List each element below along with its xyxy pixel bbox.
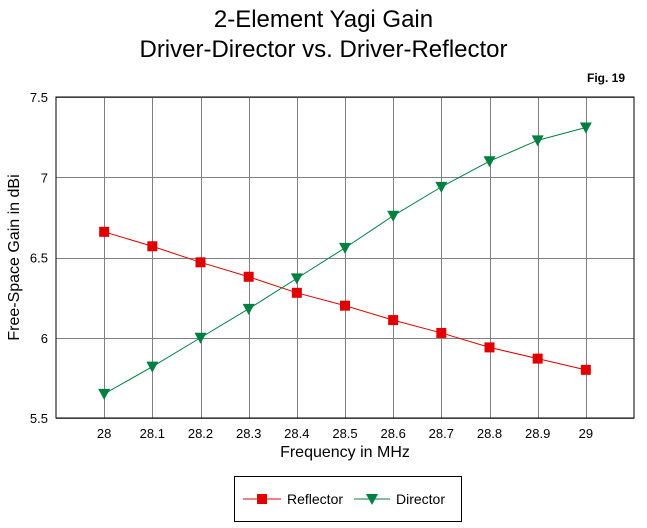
y-tick-label: 5.5: [30, 411, 48, 426]
x-tick-label: 29: [579, 426, 593, 441]
chart-title: 2-Element Yagi Gain: [213, 6, 434, 33]
series-layer: [98, 122, 592, 400]
x-tick-label: 28.7: [429, 426, 454, 441]
data-point-director: [242, 303, 255, 315]
data-point-reflector: [340, 300, 350, 311]
x-tick-label: 28.2: [188, 426, 213, 441]
data-point-director: [531, 135, 544, 147]
legend-marker-reflector: [257, 494, 267, 504]
chart-subtitle: Driver-Director vs. Driver-Reflector: [139, 36, 508, 63]
data-point-reflector: [243, 271, 254, 282]
data-point-reflector: [147, 241, 158, 252]
data-point-reflector: [484, 342, 495, 353]
data-point-director: [339, 242, 351, 254]
x-tick-label: 28.5: [332, 426, 357, 441]
plot-border: [55, 96, 635, 419]
data-point-director: [435, 181, 448, 193]
legend: Reflector Director: [234, 476, 462, 522]
y-tick-label: 6.5: [30, 251, 48, 266]
data-point-reflector: [195, 257, 206, 268]
legend-label-reflector: Reflector: [287, 491, 343, 507]
y-tick-label: 7: [41, 170, 48, 185]
x-tick-label: 28: [97, 426, 111, 441]
tick-labels: 28 28.1 28.2 28.3 28.4 28.5 28.6 28.7 28.8 28.9 29…: [30, 90, 593, 441]
data-point-reflector: [388, 315, 399, 326]
data-point-reflector: [99, 226, 110, 237]
data-point-reflector: [436, 327, 447, 338]
series-director: [98, 122, 592, 400]
x-tick-label: 28.8: [477, 426, 502, 441]
data-point-director: [146, 361, 159, 373]
data-point-director: [194, 332, 207, 344]
data-point-director: [387, 210, 400, 222]
series-reflector: [99, 226, 591, 375]
data-point-reflector: [580, 364, 591, 375]
data-point-director: [98, 388, 111, 400]
x-tick-label: 28.1: [140, 426, 165, 441]
data-point-director: [579, 122, 592, 134]
y-tick-label: 7.5: [30, 90, 48, 105]
x-tick-label: 28.3: [236, 426, 261, 441]
data-point-director: [483, 156, 496, 168]
data-point-reflector: [291, 287, 302, 298]
x-tick-label: 28.4: [284, 426, 309, 441]
data-point-reflector: [532, 353, 543, 364]
x-tick-label: 28.9: [525, 426, 550, 441]
x-axis-label: Frequency in MHz: [280, 444, 410, 461]
x-tick-label: 28.6: [381, 426, 406, 441]
data-point-director: [290, 273, 303, 285]
legend-label-director: Director: [396, 491, 445, 507]
figure-label: Fig. 19: [586, 71, 625, 85]
legend-marker-director: [366, 494, 378, 505]
y-tick-label: 6: [41, 331, 48, 346]
y-axis-label: Free-Space Gain in dBi: [6, 174, 23, 340]
